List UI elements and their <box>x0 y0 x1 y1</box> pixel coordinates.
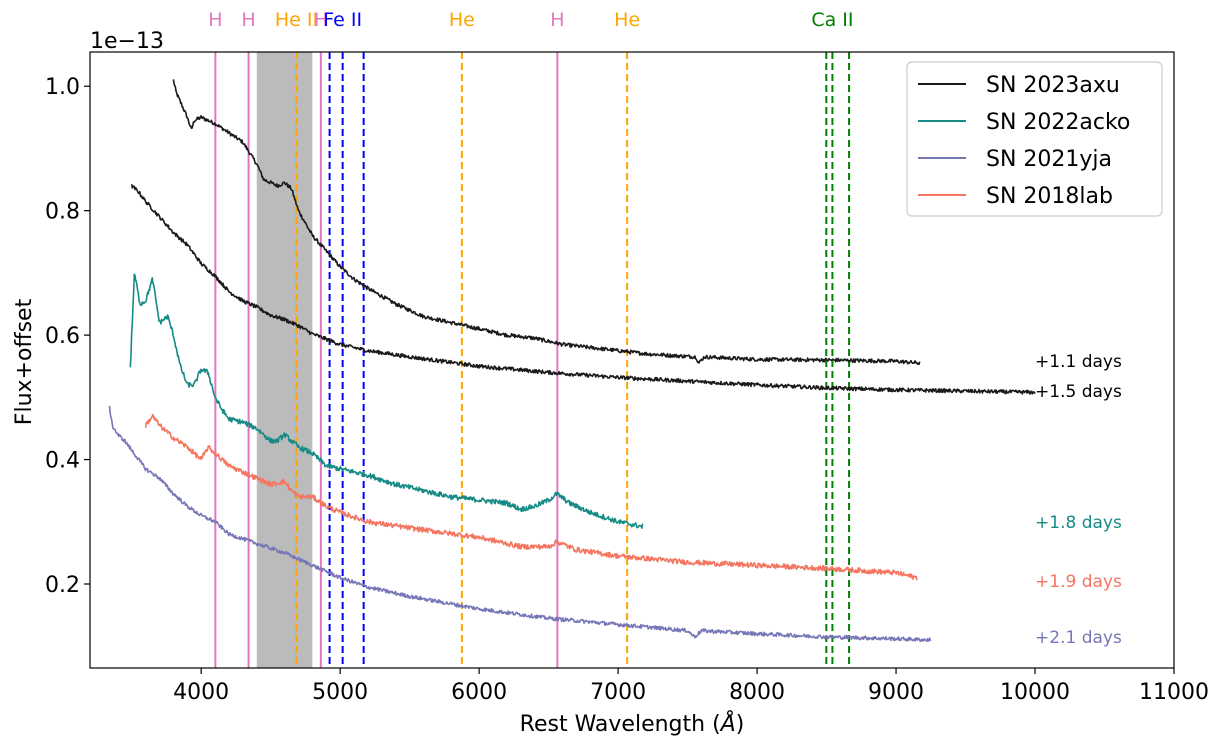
legend: SN 2023axu SN 2022acko SN 2021yja SN 2018la… <box>906 61 1163 217</box>
offset-text: 1e−13 <box>90 29 164 54</box>
x-tick-label: 8000 <box>729 680 785 705</box>
x-tick-label: 4000 <box>173 680 229 705</box>
line-marker-label: H <box>314 9 328 31</box>
series-line <box>130 184 1036 395</box>
plot-frame <box>89 51 1175 669</box>
line-marker-label: H <box>208 9 222 31</box>
y-tick-label: 1.0 <box>45 75 80 100</box>
x-axis-label: Rest Wavelength (Å) <box>520 710 745 737</box>
shaded-region <box>256 52 313 668</box>
x-axis-label-main: Rest Wavelength ( <box>520 712 721 737</box>
line-marker-label: He <box>614 9 640 31</box>
day-label: +1.1 days <box>1035 352 1122 372</box>
line-marker-label: H <box>550 9 564 31</box>
legend-label: SN 2018lab <box>986 184 1113 209</box>
day-label: +2.1 days <box>1035 628 1122 648</box>
line-marker-label: He <box>449 9 475 31</box>
x-tick-label: 10000 <box>1000 680 1070 705</box>
legend-label: SN 2021yja <box>986 147 1112 172</box>
legend-label: SN 2022acko <box>986 110 1130 135</box>
x-axis-label-unit: Å <box>719 710 736 737</box>
x-tick-label: 9000 <box>868 680 924 705</box>
legend-box <box>906 61 1163 217</box>
series-line <box>108 405 932 643</box>
x-axis-label-close: ) <box>736 712 745 737</box>
line-marker-label: H <box>241 9 255 31</box>
x-tick-label: 6000 <box>451 680 507 705</box>
legend-label: SN 2023axu <box>986 73 1120 98</box>
line-marker-label: Fe II <box>323 9 362 31</box>
series-line <box>144 413 918 581</box>
line-marker-label: Ca II <box>811 9 853 31</box>
y-tick-label: 0.2 <box>45 573 80 598</box>
y-tick-label: 0.4 <box>45 449 80 474</box>
x-tick-label: 11000 <box>1139 680 1209 705</box>
y-tick-label: 0.6 <box>45 324 80 349</box>
day-label: +1.9 days <box>1035 572 1122 592</box>
series-line <box>129 273 644 529</box>
series-line <box>172 79 921 366</box>
line-marker-label: He II <box>275 9 318 31</box>
y-axis-label: Flux+offset <box>12 298 37 425</box>
day-label: +1.8 days <box>1035 513 1122 533</box>
x-tick-label: 5000 <box>312 680 368 705</box>
x-tick-label: 7000 <box>590 680 646 705</box>
day-label: +1.5 days <box>1035 382 1122 402</box>
y-tick-label: 0.8 <box>45 200 80 225</box>
